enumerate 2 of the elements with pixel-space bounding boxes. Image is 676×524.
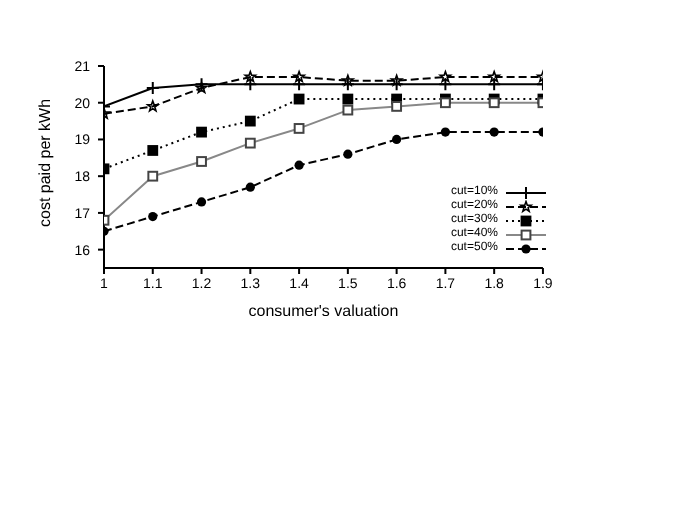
y-axis-title: cost paid per kWh <box>35 98 54 227</box>
x-axis-title: consumer's valuation <box>248 302 399 320</box>
